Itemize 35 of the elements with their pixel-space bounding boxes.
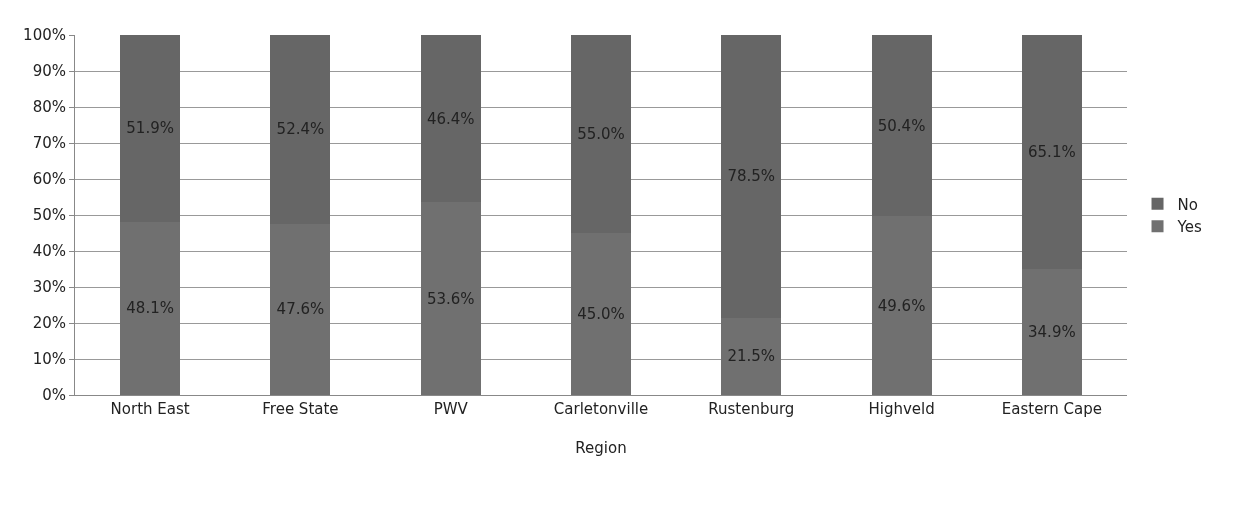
y-tick-label: 50% <box>32 206 66 225</box>
y-tick-label: 80% <box>32 98 66 117</box>
x-tick-label: Carletonville <box>553 400 649 418</box>
x-tick-label: Eastern Cape <box>1001 400 1102 418</box>
data-label: 48.1% <box>126 299 174 318</box>
x-tick-label: North East <box>110 400 190 418</box>
data-label: 78.5% <box>727 167 776 186</box>
y-tick-label: 60% <box>32 170 66 189</box>
data-label: 45.0% <box>577 305 625 323</box>
y-tick-label: 10% <box>32 350 66 369</box>
x-tick-label: Free State <box>262 400 339 418</box>
data-label: 51.9% <box>126 119 174 138</box>
y-tick-label: 90% <box>32 62 66 81</box>
data-label: 52.4% <box>276 120 325 139</box>
data-label: 50.4% <box>877 116 926 135</box>
y-tick-label: 100% <box>23 26 66 45</box>
data-label: 55.0% <box>577 125 625 143</box>
x-axis-title: Region <box>575 439 627 457</box>
legend-label: No <box>1177 195 1198 214</box>
data-label: 47.6% <box>276 300 325 319</box>
data-label: 46.4% <box>426 109 475 128</box>
y-tick-label: 30% <box>32 278 66 297</box>
data-label: 53.6% <box>426 289 475 308</box>
y-tick-label: 20% <box>32 314 66 333</box>
x-tick-label: Rustenburg <box>708 400 795 418</box>
legend-label: Yes <box>1176 218 1202 237</box>
y-tick-label: 0% <box>42 386 66 405</box>
y-tick-label: 40% <box>32 242 66 261</box>
data-label: 65.1% <box>1028 143 1076 162</box>
y-tick-label: 70% <box>32 134 66 153</box>
data-label: 34.9% <box>1028 323 1076 342</box>
x-tick-label: PWV <box>433 400 469 418</box>
data-label: 21.5% <box>727 347 776 366</box>
x-tick-label: Highveld <box>868 400 935 418</box>
data-label: 49.6% <box>877 296 926 315</box>
